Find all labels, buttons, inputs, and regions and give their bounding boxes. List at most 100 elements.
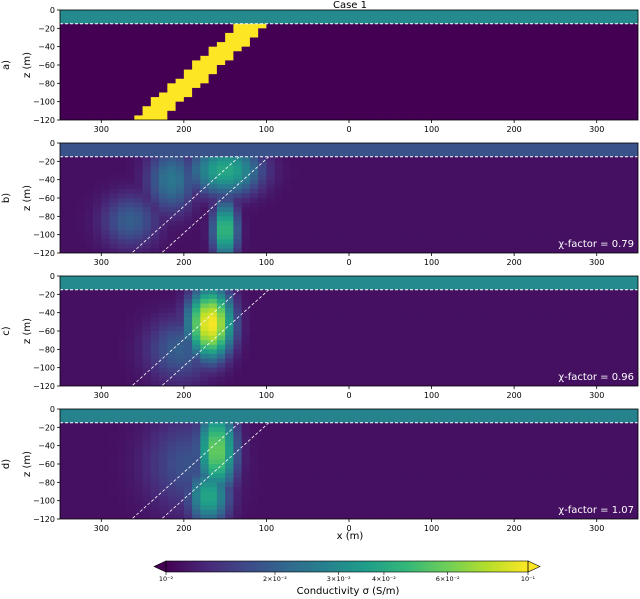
heatmap-cell [225, 367, 234, 373]
heatmap-cell [258, 193, 267, 199]
heatmap-cell [208, 331, 218, 336]
heatmap-cell [249, 32, 259, 38]
heatmap-cell [497, 152, 507, 158]
heatmap-cell [382, 276, 391, 281]
heatmap-cell [299, 225, 309, 231]
heatmap-cell [274, 51, 284, 57]
heatmap-cell [373, 156, 383, 162]
heatmap-cell [629, 156, 638, 162]
heatmap-cell [423, 147, 432, 153]
heatmap-cell [522, 74, 532, 80]
heatmap-cell [84, 147, 94, 153]
heatmap-cell [349, 78, 358, 84]
heatmap-cell [349, 211, 358, 217]
heatmap-cell [324, 207, 333, 213]
heatmap-cell [489, 243, 499, 249]
heatmap-cell [84, 55, 94, 61]
heatmap-cell [497, 188, 507, 194]
heatmap-cell [580, 69, 589, 75]
heatmap-cell [200, 46, 210, 52]
heatmap-cell [175, 243, 185, 249]
heatmap-cell [340, 37, 350, 43]
heatmap-cell [604, 248, 614, 253]
heatmap-cell [555, 83, 565, 89]
heatmap-cell [431, 19, 441, 25]
heatmap-cell [192, 193, 201, 199]
heatmap-cell [258, 152, 267, 158]
heatmap-cell [101, 175, 110, 181]
heatmap-cell [563, 335, 573, 341]
heatmap-cell [332, 344, 342, 350]
heatmap-cell [76, 69, 86, 75]
heatmap-cell [208, 321, 218, 327]
heatmap-cell [60, 308, 69, 314]
heatmap-cell [101, 37, 110, 43]
heatmap-cell [241, 143, 251, 148]
heatmap-cell [571, 42, 581, 48]
heatmap-cell [340, 14, 350, 20]
heatmap-cell [497, 78, 507, 84]
heatmap-cell [406, 303, 416, 309]
heatmap-cell [324, 344, 333, 350]
heatmap-cell [258, 381, 267, 386]
heatmap-cell [530, 179, 540, 185]
heatmap-cell [571, 106, 581, 112]
heatmap-cell [340, 161, 350, 167]
heatmap-cell [563, 101, 573, 107]
heatmap-cell [373, 349, 383, 355]
heatmap-cell [183, 308, 193, 314]
heatmap-cell [60, 363, 69, 369]
heatmap-cell [84, 156, 94, 162]
heatmap-cell [183, 184, 193, 190]
heatmap-cell [588, 78, 598, 84]
heatmap-cell [522, 294, 532, 300]
heatmap-cell [225, 92, 234, 98]
heatmap-cell [514, 74, 523, 80]
heatmap-cell [307, 308, 317, 314]
heatmap-cell [555, 230, 565, 236]
heatmap-cell [274, 381, 284, 386]
heatmap-cell [538, 353, 548, 359]
heatmap-cell [456, 298, 465, 304]
heatmap-cell [117, 248, 127, 253]
heatmap-cell [448, 349, 457, 355]
heatmap-cell [266, 207, 276, 213]
heatmap-cell [555, 32, 565, 38]
heatmap-cell [192, 198, 201, 203]
heatmap-cell [530, 239, 540, 245]
heatmap-cell [332, 285, 342, 291]
heatmap-cell [538, 331, 548, 336]
heatmap-cell [431, 216, 441, 222]
heatmap-cell [233, 294, 243, 300]
heatmap-cell [365, 37, 375, 43]
heatmap-cell [307, 230, 317, 236]
heatmap-cell [109, 321, 119, 327]
heatmap-cell [588, 280, 598, 286]
heatmap-cell [258, 179, 267, 185]
heatmap-cell [291, 317, 300, 323]
heatmap-cell [522, 340, 532, 346]
heatmap-cell [291, 10, 300, 15]
heatmap-cell [183, 60, 193, 66]
heatmap-cell [134, 60, 143, 66]
heatmap-cell [349, 74, 358, 80]
heatmap-cell [613, 211, 622, 217]
heatmap-cell [431, 225, 441, 231]
heatmap-cell [208, 115, 218, 120]
heatmap-cell [580, 14, 589, 20]
heatmap-cell [373, 312, 383, 318]
heatmap-cell [183, 28, 193, 34]
heatmap-cell [117, 23, 127, 29]
heatmap-cell [497, 211, 507, 217]
heatmap-cell [390, 23, 399, 29]
heatmap-cell [282, 179, 292, 185]
heatmap-cell [505, 184, 515, 190]
heatmap-cell [142, 285, 152, 291]
heatmap-cell [340, 216, 350, 222]
heatmap-cell [192, 101, 201, 107]
heatmap-cell [530, 298, 540, 304]
heatmap-cell [489, 335, 499, 341]
heatmap-cell [134, 92, 143, 98]
heatmap-cell [142, 69, 152, 75]
heatmap-cell [299, 372, 309, 378]
